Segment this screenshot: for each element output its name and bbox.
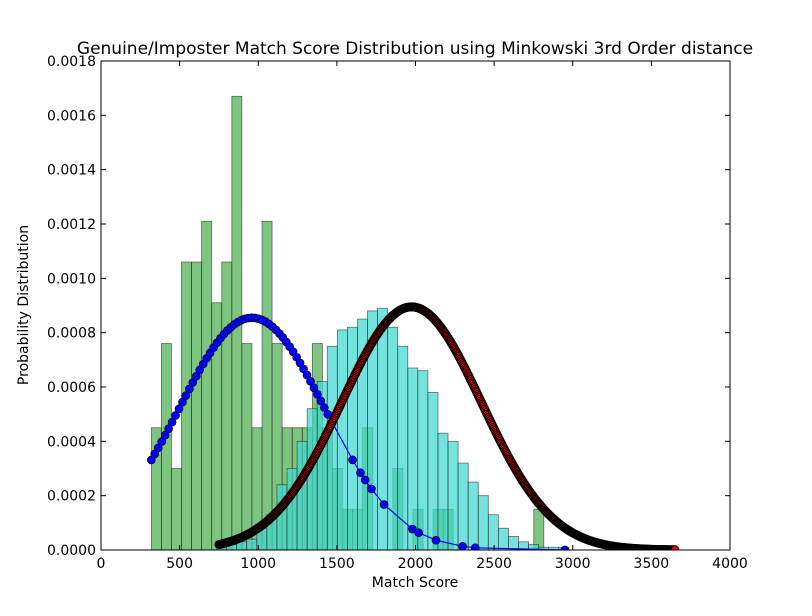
y-tick-label: 0.0014 (47, 163, 96, 179)
genuine-fit-point (356, 468, 365, 478)
imposter-hist-bar (397, 345, 409, 550)
imposter-hist-bar (477, 495, 489, 550)
imposter-hist-bar (377, 307, 389, 550)
genuine-hist-bar (221, 261, 233, 550)
plot-area (147, 95, 680, 550)
genuine-fit-point (379, 500, 389, 509)
x-tick-label: 4000 (712, 556, 748, 572)
y-tick-label: 0.0002 (47, 489, 96, 505)
y-tick-label: 0.0006 (47, 380, 96, 396)
genuine-hist-bar (160, 343, 172, 550)
genuine-fit-point (367, 484, 376, 494)
genuine-fit-point (470, 543, 480, 550)
imposter-hist-bar (437, 432, 449, 550)
genuine-fit-point (431, 535, 441, 545)
genuine-fit-point (178, 397, 187, 407)
genuine-hist-bar (261, 220, 273, 550)
genuine-hist-bar (201, 220, 213, 550)
axis-ticks: 0 500 1000 1500 2000 2500 3000 3500 4000 0.0000 0.… (47, 54, 748, 572)
x-tick-label: 2500 (476, 556, 512, 572)
genuine-fit-point (348, 455, 357, 465)
genuine-fit-point (408, 524, 417, 534)
genuine-fit-point (164, 424, 173, 433)
imposter-hist-bar (508, 536, 519, 550)
x-axis-label: Match Score (372, 575, 458, 591)
y-tick-label: 0.0012 (47, 217, 96, 233)
chart-title: Genuine/Imposter Match Score Distributio… (77, 39, 753, 59)
y-tick-label: 0.0016 (47, 108, 96, 124)
genuine-fit-point (319, 403, 329, 412)
y-tick-label: 0.0000 (47, 543, 96, 559)
imposter-hist-bar (497, 527, 509, 550)
imposter-hist-bar (457, 462, 469, 550)
imposter-hist-bar (427, 392, 439, 550)
imposter-hist-bar (407, 367, 419, 550)
genuine-fit-point (360, 475, 370, 485)
genuine-fit-point (458, 542, 467, 550)
genuine-fit-point (174, 404, 184, 414)
genuine-hist-bar (171, 468, 182, 550)
genuine-hist-bar (241, 343, 253, 550)
genuine-fit-point (414, 528, 423, 538)
series-group (147, 95, 680, 550)
genuine-fit-point (313, 390, 322, 399)
x-tick-label: 1500 (319, 556, 355, 572)
x-tick-label: 2000 (398, 556, 434, 572)
y-tick-label: 0.0004 (47, 434, 96, 450)
imposter-hist-bar (326, 345, 338, 550)
genuine-fit-point (171, 411, 180, 420)
imposter-hist-bar (487, 514, 499, 550)
y-tick-label: 0.0018 (47, 54, 96, 70)
imposter-hist-bar (467, 481, 479, 550)
imposter-hist-bar (447, 440, 459, 550)
imposter-hist-bar (417, 370, 429, 550)
imposter-hist-bar (387, 326, 399, 550)
y-axis-label: Probability Distribution (16, 225, 32, 385)
y-tick-label: 0.0008 (47, 326, 96, 342)
imposter-hist-bar (306, 408, 318, 550)
imposter-hist-bar (276, 484, 288, 550)
genuine-fit-point (181, 391, 191, 400)
genuine-fit-point (167, 417, 177, 427)
genuine-hist-bar (191, 261, 203, 550)
genuine-fit-point (316, 396, 326, 406)
imposter-hist-bar (296, 440, 308, 550)
x-tick-label: 1000 (240, 556, 276, 572)
imposter-hist-bar (347, 326, 358, 550)
x-tick-label: 0 (97, 556, 106, 572)
x-tick-label: 3500 (634, 556, 670, 572)
genuine-hist-bar (533, 508, 545, 550)
x-tick-label: 3000 (555, 556, 591, 572)
y-tick-label: 0.0010 (47, 271, 96, 287)
x-tick-label: 500 (166, 556, 193, 572)
imposter-hist-bar (246, 538, 258, 550)
